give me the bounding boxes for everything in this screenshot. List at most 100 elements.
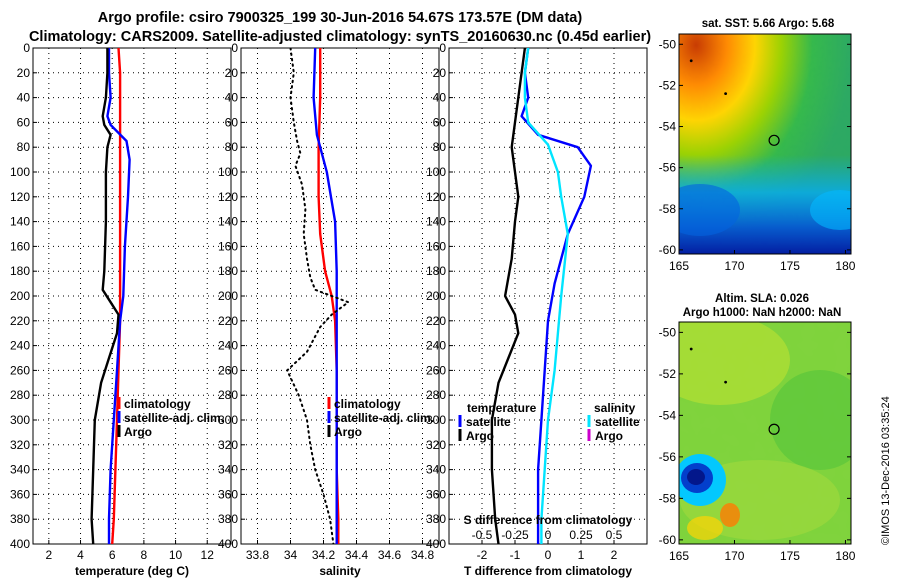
y-tick-label: 160 bbox=[218, 239, 238, 253]
map-x-tick-label: 180 bbox=[835, 259, 855, 273]
imos-watermark: ©IMOS 13-Dec-2016 03:35:24 bbox=[880, 396, 892, 545]
y-tick-label: 0 bbox=[23, 41, 30, 55]
y-tick-label: 180 bbox=[426, 264, 446, 278]
temperature-panel: 0 20 40 60 80 100 120 140 160 180 200 220 240 260 280 3… bbox=[10, 41, 232, 578]
map-y-tick-label: -56 bbox=[659, 450, 677, 464]
map-speck bbox=[724, 380, 728, 384]
legend-label: satellite-adj. clim. bbox=[334, 411, 434, 425]
y-tick-label: 40 bbox=[433, 91, 447, 105]
map-y-tick-label: -58 bbox=[659, 491, 677, 505]
map-y-tick-label: -58 bbox=[659, 202, 677, 216]
y-tick-label: 0 bbox=[231, 41, 238, 55]
series-line-t-satellite bbox=[520, 48, 593, 544]
secondary-x-tick-label: 0 bbox=[545, 528, 552, 542]
x-tick-label: 10 bbox=[169, 548, 183, 562]
y-tick-label: 400 bbox=[10, 537, 30, 551]
y-tick-label: 340 bbox=[426, 463, 446, 477]
argo-location-marker bbox=[768, 423, 780, 435]
y-tick-label: 140 bbox=[10, 215, 30, 229]
y-tick-label: 160 bbox=[10, 239, 30, 253]
map-y-tick-label: -60 bbox=[659, 243, 677, 257]
series-line-t-argo bbox=[490, 48, 527, 544]
difference-panel: 0204060801001201401601802002202402602803… bbox=[426, 41, 648, 578]
plot-frame bbox=[240, 47, 440, 545]
y-tick-label: 120 bbox=[10, 190, 30, 204]
y-tick-label: 60 bbox=[225, 115, 239, 129]
y-tick-label: 260 bbox=[426, 363, 446, 377]
y-tick-label: 240 bbox=[10, 339, 30, 353]
y-tick-label: 280 bbox=[218, 388, 238, 402]
y-tick-label: 240 bbox=[426, 339, 446, 353]
x-tick-label: 34.2 bbox=[312, 548, 336, 562]
y-tick-label: 320 bbox=[10, 438, 30, 452]
y-tick-label: 120 bbox=[426, 190, 446, 204]
map-y-tick-label: -52 bbox=[659, 367, 677, 381]
y-tick-label: 140 bbox=[218, 215, 238, 229]
y-tick-label: 100 bbox=[10, 165, 30, 179]
series-line-s-satellite bbox=[523, 48, 569, 544]
map-x-tick-label: 175 bbox=[780, 259, 800, 273]
y-tick-label: 200 bbox=[218, 289, 238, 303]
x-axis-label: salinity bbox=[319, 564, 361, 578]
map-y-tick-label: -54 bbox=[659, 120, 677, 134]
legend-label: Argo bbox=[466, 429, 494, 443]
x-tick-label: 4 bbox=[77, 548, 84, 562]
sla-field bbox=[679, 322, 851, 544]
sla-map-subtitle: Argo h1000: NaN h2000: NaN bbox=[683, 307, 842, 319]
series-line-argo bbox=[90, 48, 120, 544]
y-tick-label: 260 bbox=[10, 363, 30, 377]
sst-map-title: sat. SST: 5.66 Argo: 5.68 bbox=[702, 18, 835, 30]
x-tick-label: 34.8 bbox=[411, 548, 435, 562]
sst-map: sat. SST: 5.66 Argo: 5.68 -50 -52 -54 -56 -5… bbox=[659, 18, 856, 273]
y-tick-label: 180 bbox=[218, 264, 238, 278]
salinity-panel: 0 20 40 60 80 100 120 140 160 180 200 220 240 260 280 3… bbox=[218, 41, 440, 578]
legend-label: satellite bbox=[595, 415, 640, 429]
y-tick-label: 80 bbox=[433, 140, 447, 154]
y-tick-label: 240 bbox=[218, 339, 238, 353]
title-line-2: Climatology: CARS2009. Satellite-adjuste… bbox=[29, 29, 651, 45]
y-tick-label: 60 bbox=[17, 115, 31, 129]
map-x-tick-label: 170 bbox=[724, 259, 744, 273]
map-y-tick-label: -50 bbox=[659, 325, 677, 339]
series-line-climatology bbox=[111, 48, 122, 544]
sla-map: Altim. SLA: 0.026 Argo h1000: NaN h2000:… bbox=[659, 293, 856, 563]
y-tick-label: 100 bbox=[426, 165, 446, 179]
y-tick-label: 320 bbox=[426, 438, 446, 452]
y-tick-label: 260 bbox=[218, 363, 238, 377]
y-tick-label: 360 bbox=[10, 487, 30, 501]
y-tick-label: 380 bbox=[426, 512, 446, 526]
map-y-tick-label: -50 bbox=[659, 37, 677, 51]
x-tick-label: -2 bbox=[477, 548, 488, 562]
sla-map-frame bbox=[678, 321, 852, 545]
y-tick-label: 320 bbox=[218, 438, 238, 452]
map-x-tick-label: 175 bbox=[780, 549, 800, 563]
y-tick-label: 80 bbox=[225, 140, 239, 154]
sla-map-title: Altim. SLA: 0.026 bbox=[715, 293, 809, 305]
x-axis-label: temperature (deg C) bbox=[75, 564, 189, 578]
legend-label: climatology bbox=[124, 397, 191, 411]
y-tick-label: 220 bbox=[10, 314, 30, 328]
y-tick-label: 80 bbox=[17, 140, 31, 154]
map-speck bbox=[689, 347, 693, 351]
map-y-tick-label: -60 bbox=[659, 533, 677, 547]
series-line-argo bbox=[286, 48, 350, 544]
legend-label: Argo bbox=[124, 425, 152, 439]
legend-label: satellite-adj. clim. bbox=[124, 411, 224, 425]
sst-field bbox=[679, 34, 851, 254]
map-y-tick-label: -54 bbox=[659, 408, 677, 422]
x-tick-label: 2 bbox=[611, 548, 618, 562]
legend-title-salinity: salinity bbox=[594, 401, 636, 415]
y-tick-label: 340 bbox=[218, 463, 238, 477]
x-tick-label: 34.6 bbox=[378, 548, 402, 562]
legend-label: Argo bbox=[334, 425, 362, 439]
map-y-tick-label: -52 bbox=[659, 78, 677, 92]
map-speck bbox=[724, 92, 728, 96]
plot-frame bbox=[448, 47, 648, 545]
y-tick-label: 200 bbox=[426, 289, 446, 303]
y-tick-label: 400 bbox=[218, 537, 238, 551]
series-line-satellite-adj-clim- bbox=[106, 48, 131, 544]
y-tick-label: 160 bbox=[426, 239, 446, 253]
x-tick-label: 6 bbox=[109, 548, 116, 562]
y-tick-label: 40 bbox=[17, 91, 31, 105]
